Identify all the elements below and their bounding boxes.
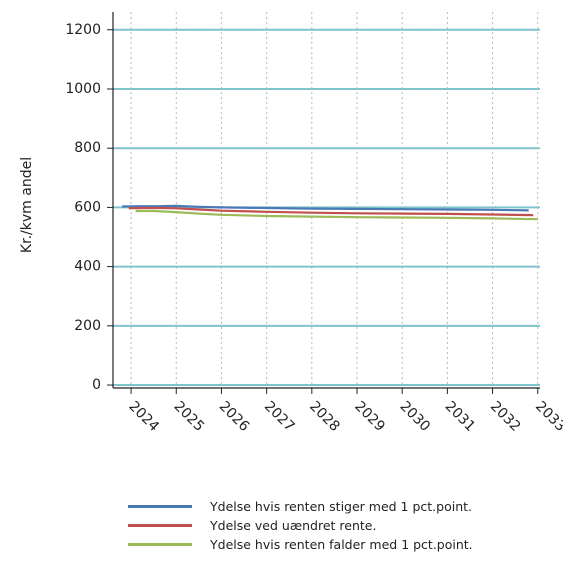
legend-item-unchanged: Ydelse ved uændret rente. (128, 516, 473, 535)
series-line-3 (135, 209, 538, 221)
x-tick-label: 2031 (442, 398, 479, 435)
x-tick-label: 2032 (487, 398, 524, 435)
x-tick-label: 2024 (125, 398, 162, 435)
x-tick-label: 2033 (532, 398, 563, 435)
y-tick-label: 400 (74, 259, 101, 275)
grid (113, 12, 540, 388)
series-lines (121, 204, 538, 221)
legend-label-rate-up: Ydelse hvis renten stiger med 1 pct.poin… (210, 499, 473, 514)
legend-swatch-rate-up (128, 505, 192, 508)
y-tick-label: 600 (74, 199, 101, 215)
y-axis-title: Kr./kvm andel (19, 157, 35, 253)
x-tick-label: 2028 (306, 398, 343, 435)
legend-label-unchanged: Ydelse ved uændret rente. (210, 518, 377, 533)
x-tick-label: 2025 (171, 398, 208, 435)
x-tick-label: 2029 (351, 398, 388, 435)
legend-swatch-rate-down (128, 543, 192, 546)
y-tick-label: 1000 (65, 81, 101, 97)
x-tick-label: 2030 (397, 398, 434, 435)
y-tick-label: 1200 (65, 22, 101, 38)
legend-swatch-unchanged (128, 524, 192, 527)
y-tick-label: 800 (74, 140, 101, 156)
series-line-1 (121, 204, 529, 212)
legend: Ydelse hvis renten stiger med 1 pct.poin… (128, 497, 473, 554)
y-tick-label: 0 (92, 377, 101, 393)
y-tick-label: 200 (74, 318, 101, 334)
legend-item-rate-down: Ydelse hvis renten falder med 1 pct.poin… (128, 535, 473, 554)
legend-item-rate-up: Ydelse hvis renten stiger med 1 pct.poin… (128, 497, 473, 516)
series-line-2 (128, 206, 534, 217)
legend-label-rate-down: Ydelse hvis renten falder med 1 pct.poin… (210, 537, 473, 552)
axes (107, 12, 540, 394)
x-tick-label: 2027 (261, 398, 298, 435)
x-tick-label: 2026 (216, 398, 253, 435)
